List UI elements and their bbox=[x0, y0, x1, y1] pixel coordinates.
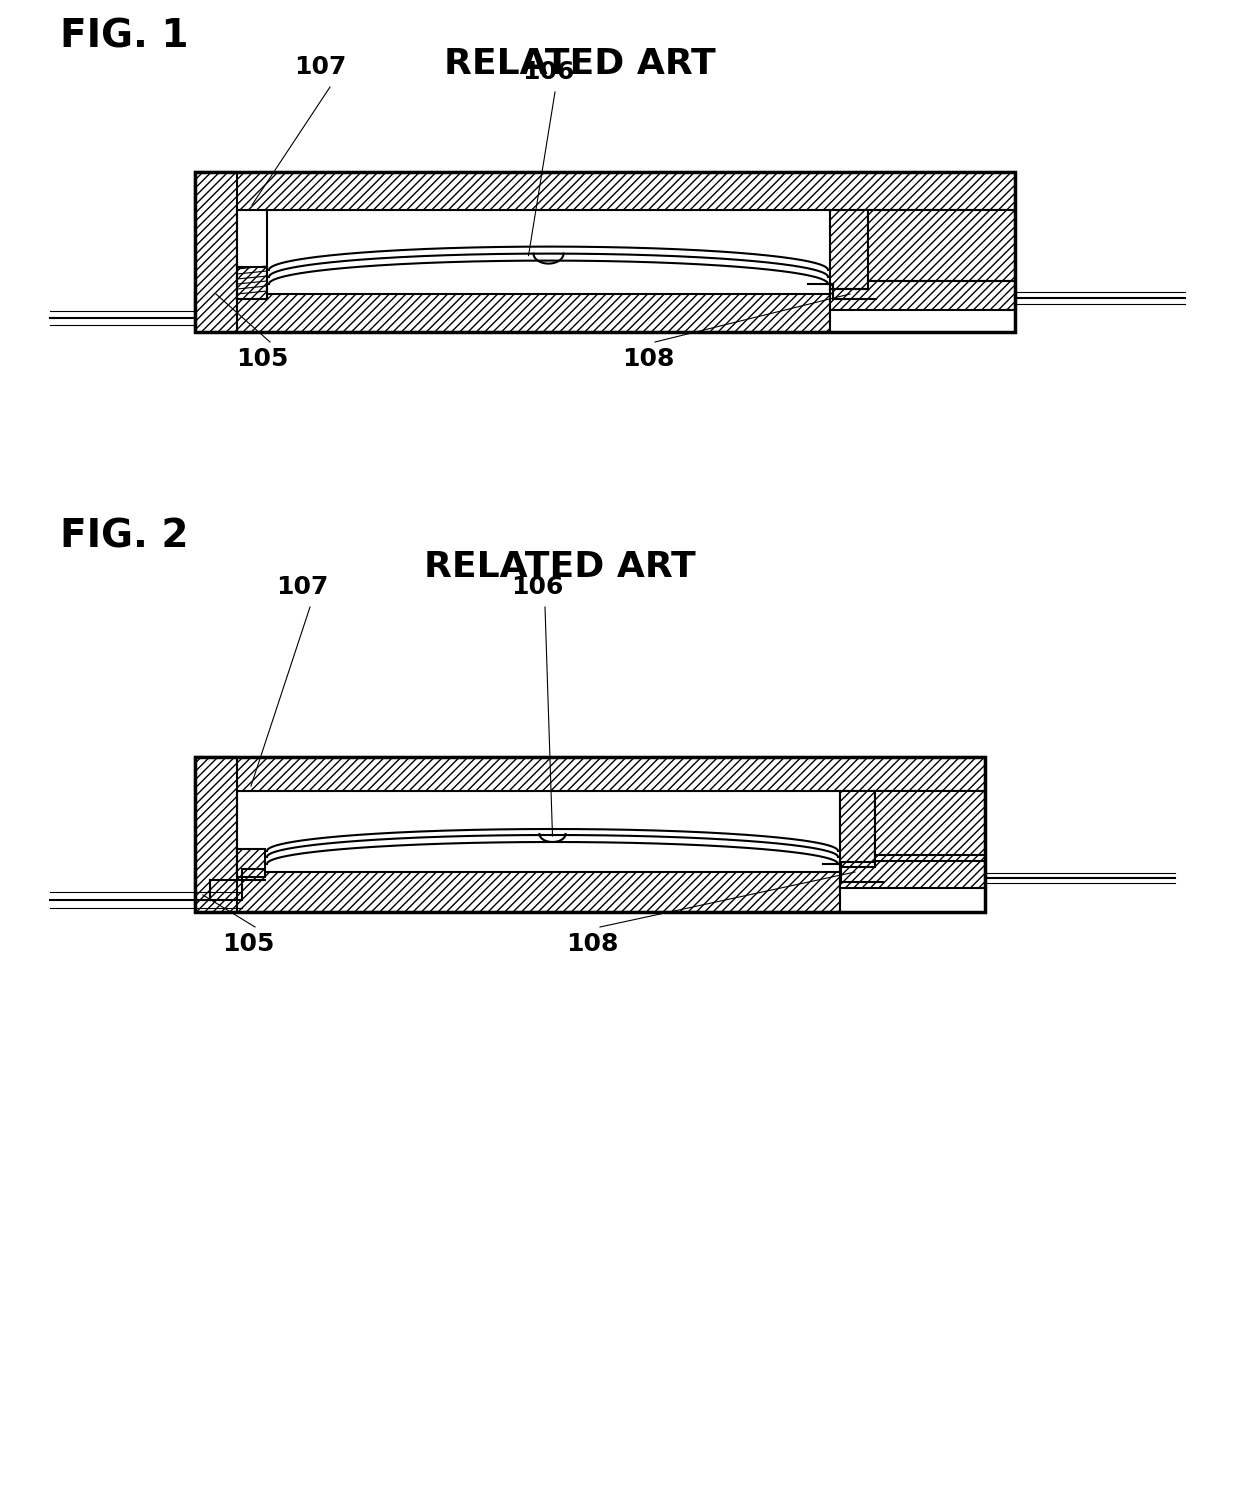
Text: 107: 107 bbox=[275, 576, 329, 598]
Text: RELATED ART: RELATED ART bbox=[424, 550, 696, 585]
Text: 107: 107 bbox=[294, 54, 346, 78]
Text: 105: 105 bbox=[222, 931, 274, 955]
Text: 106: 106 bbox=[522, 60, 574, 84]
Text: 108: 108 bbox=[565, 931, 619, 955]
Bar bbox=[868, 209, 1016, 280]
Bar bbox=[195, 172, 1016, 332]
Bar bbox=[830, 209, 868, 289]
Text: RELATED ART: RELATED ART bbox=[444, 47, 715, 81]
Bar bbox=[237, 267, 267, 298]
Text: FIG. 1: FIG. 1 bbox=[60, 17, 188, 54]
Bar bbox=[875, 791, 985, 860]
Bar bbox=[830, 280, 1016, 310]
Bar bbox=[195, 294, 830, 332]
Bar bbox=[195, 757, 237, 912]
Bar bbox=[237, 848, 265, 877]
Bar bbox=[195, 873, 839, 912]
Text: 105: 105 bbox=[236, 347, 288, 371]
Text: 108: 108 bbox=[621, 347, 675, 371]
Bar bbox=[195, 757, 985, 912]
Bar bbox=[839, 791, 875, 867]
Bar bbox=[195, 757, 985, 791]
Text: 106: 106 bbox=[511, 576, 563, 598]
Bar bbox=[195, 172, 1016, 209]
Bar bbox=[195, 172, 237, 332]
Bar bbox=[839, 856, 985, 888]
Text: FIG. 2: FIG. 2 bbox=[60, 517, 188, 555]
